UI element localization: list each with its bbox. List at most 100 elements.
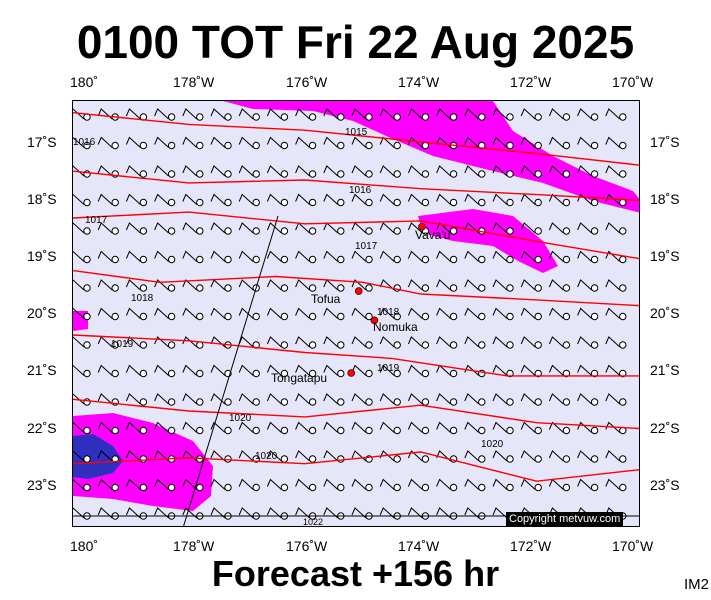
wind-barb	[492, 307, 514, 321]
wind-barb	[125, 165, 148, 178]
wind-barb	[464, 393, 486, 406]
wind-barb	[182, 307, 204, 321]
city-marker	[370, 316, 379, 325]
wind-barb	[436, 393, 458, 406]
wind-barb	[125, 250, 148, 264]
wind-barb	[379, 193, 401, 207]
wind-barb	[407, 478, 430, 492]
wind-barb	[154, 421, 176, 435]
wind-barb	[605, 478, 627, 492]
wind-barb	[238, 478, 260, 492]
wind-barb	[351, 165, 373, 178]
wind-barb	[351, 507, 373, 520]
wind-barb	[520, 364, 542, 378]
wind-barb	[605, 279, 627, 292]
lat-label: 19˚S	[650, 248, 680, 264]
wind-barb	[464, 165, 486, 178]
lon-label: 174˚W	[398, 74, 440, 90]
wind-barb	[97, 136, 119, 150]
wind-barb	[548, 307, 571, 321]
wind-barb	[295, 364, 317, 378]
wind-barb	[238, 450, 260, 463]
wind-barb	[73, 307, 91, 321]
wind-barb	[492, 108, 514, 121]
wind-barb	[210, 108, 232, 121]
wind-barb	[323, 222, 345, 235]
wind-barb	[548, 421, 571, 435]
wind-barb	[182, 222, 204, 235]
forecast-hour: Forecast +156 hr	[211, 553, 500, 594]
wind-barb	[520, 307, 542, 321]
wind-barb	[436, 222, 458, 235]
wind-barb	[295, 393, 317, 406]
wind-barb	[379, 250, 401, 264]
isobar-labels: 1015 1016 1016 1017 1017 1018 1018 1019 …	[73, 127, 504, 526]
lat-label: 22˚S	[27, 420, 57, 436]
wind-barb	[182, 165, 204, 178]
city-marker	[418, 222, 426, 231]
wind-barb	[464, 421, 486, 435]
wind-barb	[210, 478, 232, 492]
wind-barb	[323, 507, 345, 520]
copyright-notice: Copyright metvuw.com	[506, 512, 624, 526]
wind-barb	[182, 364, 204, 378]
wind-barb	[97, 250, 119, 264]
wind-barb	[548, 336, 571, 349]
precip-area-southwest-core	[73, 434, 123, 479]
wind-barb	[73, 108, 91, 121]
wind-barb	[266, 279, 289, 292]
wind-barb	[436, 279, 458, 292]
wind-barb	[577, 193, 599, 207]
lon-label: 180˚	[70, 538, 99, 554]
wind-barb	[492, 193, 514, 207]
wind-barb	[464, 478, 486, 492]
wind-barb	[295, 279, 317, 292]
wind-barb	[323, 250, 345, 264]
wind-barb	[407, 193, 430, 207]
wind-barb	[492, 478, 514, 492]
wind-barb	[97, 279, 119, 292]
wind-barb	[520, 193, 542, 207]
wind-barb	[323, 364, 345, 378]
wind-barb	[154, 364, 176, 378]
wind-barb	[125, 136, 148, 150]
lat-label: 20˚S	[27, 305, 57, 321]
wind-barb	[548, 222, 571, 235]
lat-label: 19˚S	[27, 248, 57, 264]
wind-barb	[266, 336, 289, 349]
wind-barb	[97, 421, 119, 435]
wind-barb	[351, 336, 373, 349]
wind-barb	[520, 108, 542, 121]
wind-barb	[436, 307, 458, 321]
lon-label: 176˚W	[286, 74, 328, 90]
wind-barb	[520, 450, 542, 463]
lat-label: 22˚S	[650, 420, 680, 436]
wind-barb	[407, 250, 430, 264]
wind-barb	[464, 108, 486, 121]
wind-barb	[520, 336, 542, 349]
wind-barb	[520, 136, 542, 150]
wind-barb	[379, 222, 401, 235]
lat-label: 20˚S	[650, 305, 680, 321]
wind-barb	[605, 364, 627, 378]
wind-barb	[323, 108, 345, 121]
wind-barb	[351, 193, 373, 207]
wind-barb	[97, 108, 119, 121]
map-frame[interactable]: 1015 1016 1016 1017 1017 1018 1018 1019 …	[72, 100, 640, 527]
wind-barb	[295, 108, 317, 121]
wind-barb	[548, 364, 571, 378]
wind-barb	[295, 250, 317, 264]
wind-barb	[238, 250, 260, 264]
wind-barb	[605, 165, 627, 178]
wind-barb	[154, 193, 176, 207]
wind-barb	[238, 193, 260, 207]
wind-barb	[351, 136, 373, 150]
wind-barb	[238, 165, 260, 178]
isobar-label: 1016	[73, 137, 96, 148]
place-labels: Vava'u Tofua Nomuka Tongatapu	[271, 228, 450, 385]
wind-barb	[548, 108, 571, 121]
wind-barb	[520, 421, 542, 435]
wind-barb	[520, 393, 542, 406]
wind-barb	[323, 478, 345, 492]
wind-barb	[577, 478, 599, 492]
